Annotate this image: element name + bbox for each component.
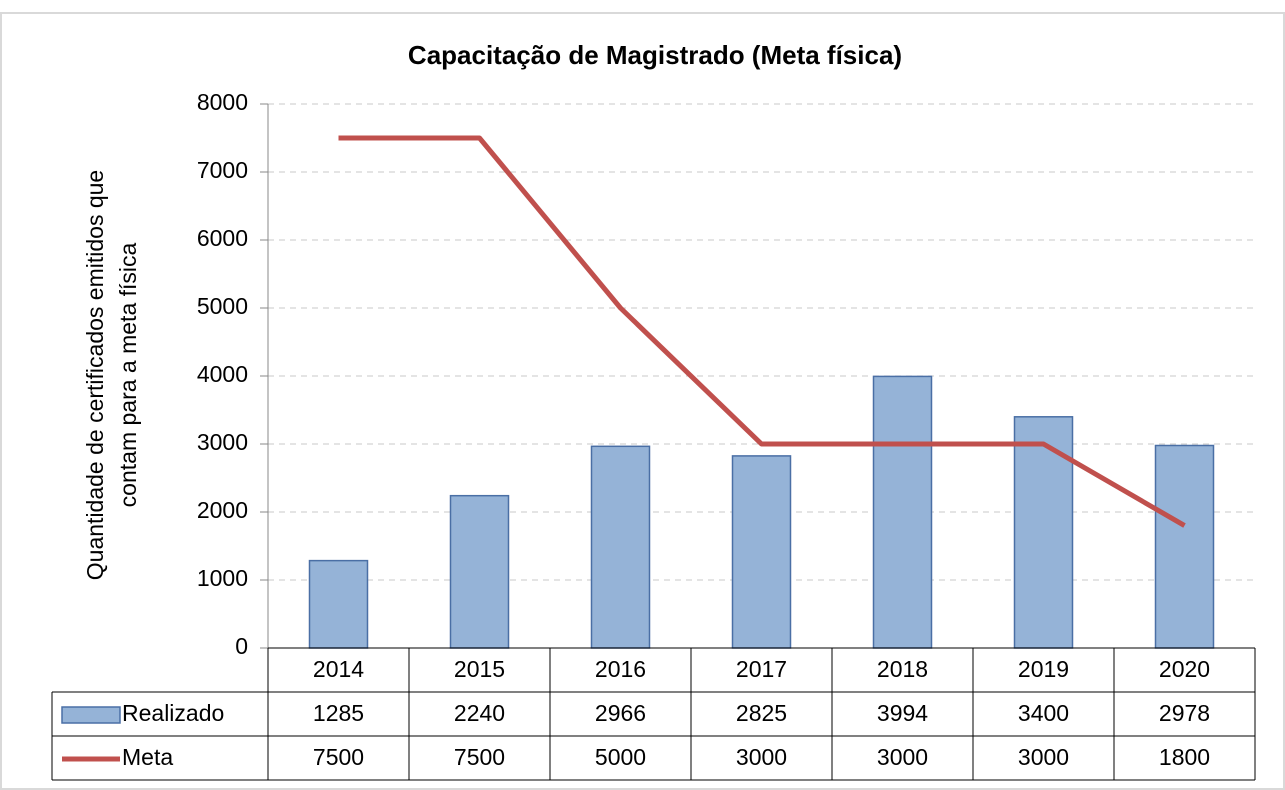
bar (872, 375, 933, 649)
x-tick-label: 2016 (595, 656, 646, 682)
table-value: 1800 (1159, 744, 1210, 770)
chart-title: Capacitação de Magistrado (Meta física) (408, 40, 902, 70)
y-tick-label: 4000 (197, 361, 248, 387)
table-value: 7500 (454, 744, 505, 770)
line-series (338, 135, 1186, 528)
y-tick-label: 0 (235, 633, 248, 659)
y-tick-label: 5000 (197, 293, 248, 319)
bar (590, 445, 651, 649)
bar (449, 494, 510, 649)
y-axis-label: Quantidade de certificados emitidos que (82, 170, 108, 580)
table-value: 2966 (595, 700, 646, 726)
table-value: 2825 (736, 700, 787, 726)
y-tick-label: 3000 (197, 429, 248, 455)
table-value: 3400 (1018, 700, 1069, 726)
y-axis-label: contam para a meta física (115, 242, 141, 507)
x-tick-label: 2015 (454, 656, 505, 682)
table-value: 1285 (313, 700, 364, 726)
table-value: 3000 (1018, 744, 1069, 770)
x-tick-label: 2020 (1159, 656, 1210, 682)
x-tick-label: 2018 (877, 656, 928, 682)
bar (1154, 444, 1215, 649)
bar (731, 455, 792, 649)
x-tick-label: 2019 (1018, 656, 1069, 682)
y-tick-label: 1000 (197, 565, 248, 591)
x-tick-label: 2014 (313, 656, 364, 682)
y-tick-label: 8000 (197, 89, 248, 115)
table-value: 3000 (877, 744, 928, 770)
y-tick-label: 2000 (197, 497, 248, 523)
table-value: 2978 (1159, 700, 1210, 726)
table-value: 7500 (313, 744, 364, 770)
legend-label: Realizado (122, 700, 224, 726)
table-value: 3000 (736, 744, 787, 770)
table-value: 2240 (454, 700, 505, 726)
y-tick-label: 6000 (197, 225, 248, 251)
bar (1013, 416, 1074, 649)
chart-frame (0, 12, 1285, 790)
legend-key (61, 706, 121, 724)
bar (308, 559, 369, 649)
y-tick-label: 7000 (197, 157, 248, 183)
legend-label: Meta (122, 744, 173, 770)
x-tick-label: 2017 (736, 656, 787, 682)
table-value: 3994 (877, 700, 928, 726)
table-value: 5000 (595, 744, 646, 770)
